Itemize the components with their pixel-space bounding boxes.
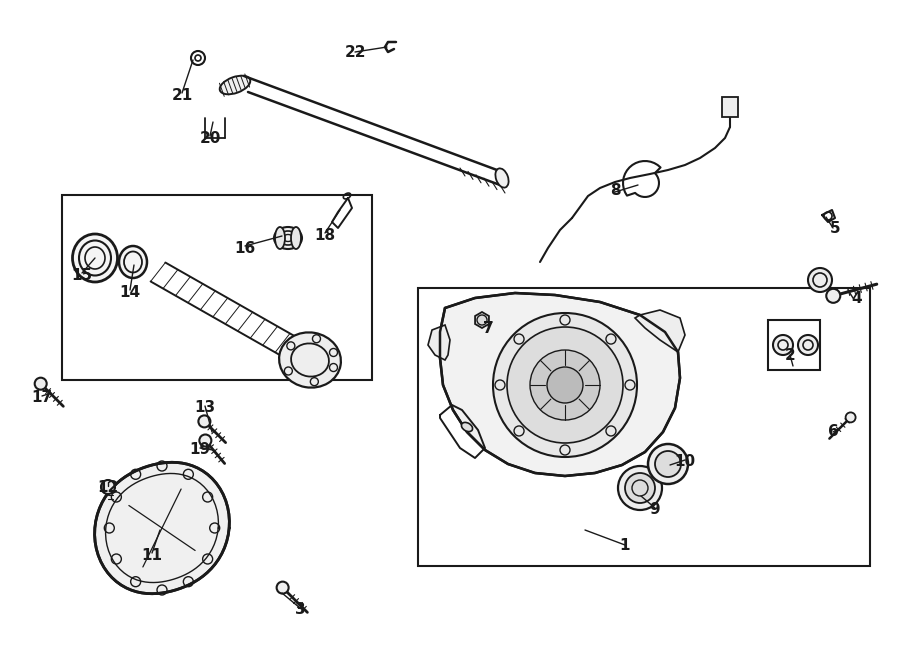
Circle shape xyxy=(493,313,637,457)
Text: 22: 22 xyxy=(345,44,365,60)
Circle shape xyxy=(101,480,115,494)
Text: 20: 20 xyxy=(199,130,220,146)
Circle shape xyxy=(826,289,841,303)
Text: 7: 7 xyxy=(482,320,493,336)
Circle shape xyxy=(625,473,655,503)
Circle shape xyxy=(530,350,600,420)
Ellipse shape xyxy=(73,234,118,282)
Ellipse shape xyxy=(220,75,250,94)
Text: 17: 17 xyxy=(32,391,52,406)
Text: 18: 18 xyxy=(314,228,336,242)
Circle shape xyxy=(507,327,623,443)
Circle shape xyxy=(648,444,688,484)
Circle shape xyxy=(276,582,289,594)
Bar xyxy=(418,288,870,566)
Text: 11: 11 xyxy=(141,547,163,563)
Polygon shape xyxy=(722,97,738,117)
Text: 21: 21 xyxy=(171,87,193,103)
Text: 6: 6 xyxy=(828,424,839,440)
Polygon shape xyxy=(94,462,230,594)
Ellipse shape xyxy=(495,168,508,187)
Text: 3: 3 xyxy=(294,602,305,618)
Polygon shape xyxy=(475,312,489,328)
Circle shape xyxy=(200,434,212,446)
Polygon shape xyxy=(440,293,680,476)
Ellipse shape xyxy=(274,227,302,249)
Text: 1: 1 xyxy=(620,538,630,553)
Text: 19: 19 xyxy=(189,442,211,457)
Bar xyxy=(62,195,372,380)
Text: 12: 12 xyxy=(97,481,119,495)
Bar xyxy=(768,320,820,370)
Circle shape xyxy=(808,268,832,292)
Circle shape xyxy=(198,415,211,428)
Text: 4: 4 xyxy=(851,291,862,305)
Circle shape xyxy=(35,378,47,390)
Circle shape xyxy=(798,335,818,355)
Text: 9: 9 xyxy=(650,502,661,518)
Polygon shape xyxy=(428,325,450,360)
Polygon shape xyxy=(635,310,685,352)
Text: 10: 10 xyxy=(674,455,696,469)
Text: 15: 15 xyxy=(71,267,93,283)
Circle shape xyxy=(547,367,583,403)
Ellipse shape xyxy=(291,227,301,249)
Ellipse shape xyxy=(119,246,147,278)
Ellipse shape xyxy=(462,422,472,432)
Ellipse shape xyxy=(279,332,341,388)
Circle shape xyxy=(655,451,681,477)
Circle shape xyxy=(618,466,662,510)
Text: 8: 8 xyxy=(609,183,620,197)
Circle shape xyxy=(846,412,856,422)
Circle shape xyxy=(773,335,793,355)
Text: 14: 14 xyxy=(120,285,140,299)
Ellipse shape xyxy=(275,227,285,249)
Text: 13: 13 xyxy=(194,401,216,416)
Text: 16: 16 xyxy=(234,240,256,256)
Text: 2: 2 xyxy=(785,348,796,363)
Text: 5: 5 xyxy=(830,220,841,236)
